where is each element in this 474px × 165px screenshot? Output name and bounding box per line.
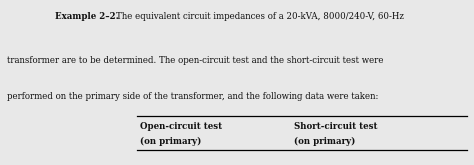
Text: transformer are to be determined. The open-circuit test and the short-circuit te: transformer are to be determined. The op… [7,56,383,65]
Text: Short-circuit test: Short-circuit test [294,122,377,131]
Text: (on primary): (on primary) [294,137,355,146]
Text: The equivalent circuit impedances of a 20-kVA, 8000/240-V, 60-Hz: The equivalent circuit impedances of a 2… [116,12,404,21]
Text: Open-circuit test: Open-circuit test [140,122,222,131]
Text: performed on the primary side of the transformer, and the following data were ta: performed on the primary side of the tra… [7,92,378,101]
Text: (on primary): (on primary) [140,137,201,146]
Text: Example 2–2.: Example 2–2. [55,12,118,21]
